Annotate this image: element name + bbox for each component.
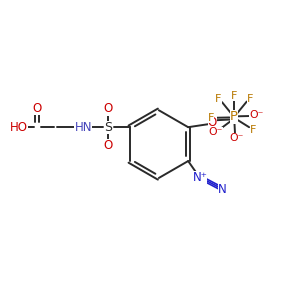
Text: HN: HN	[74, 121, 92, 134]
Text: S: S	[104, 121, 112, 134]
Text: F: F	[231, 91, 238, 101]
Text: O: O	[32, 101, 42, 115]
Text: O⁻: O⁻	[250, 110, 264, 120]
Text: F: F	[250, 125, 256, 135]
Text: F: F	[208, 113, 214, 123]
Text: F: F	[247, 94, 254, 103]
Text: O⁻: O⁻	[208, 127, 223, 137]
Text: F: F	[215, 94, 222, 103]
Text: HO: HO	[10, 121, 28, 134]
Text: O: O	[104, 139, 113, 152]
Text: N⁺: N⁺	[193, 171, 207, 184]
Text: N: N	[218, 183, 227, 196]
Text: O⁻: O⁻	[229, 133, 243, 143]
Text: P: P	[230, 110, 238, 123]
Text: O: O	[208, 116, 217, 128]
Text: O: O	[104, 102, 113, 116]
